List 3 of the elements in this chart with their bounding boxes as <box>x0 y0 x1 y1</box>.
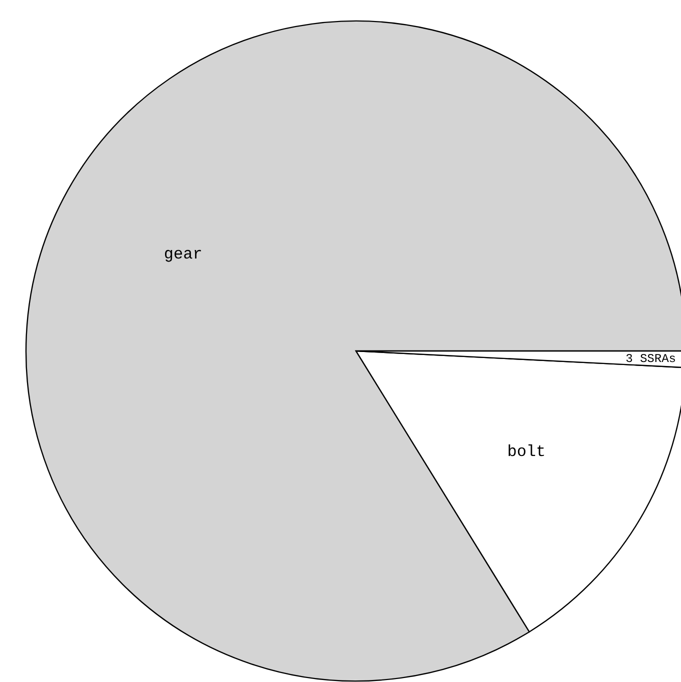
slice-label: bolt <box>507 442 546 461</box>
slice-label: gear <box>164 246 202 264</box>
slice-label: 3 SSRAs <box>626 352 676 366</box>
